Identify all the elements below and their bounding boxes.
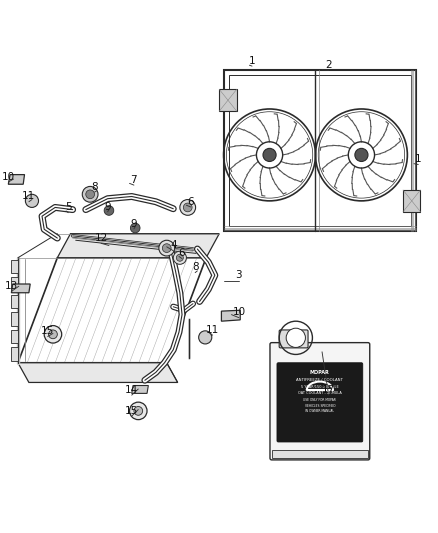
Circle shape bbox=[131, 223, 140, 233]
Circle shape bbox=[104, 206, 114, 215]
Polygon shape bbox=[222, 310, 240, 321]
Circle shape bbox=[82, 187, 98, 202]
Polygon shape bbox=[11, 284, 30, 293]
Text: 11: 11 bbox=[22, 191, 35, 201]
Circle shape bbox=[159, 240, 175, 256]
Circle shape bbox=[162, 244, 171, 253]
Text: 7: 7 bbox=[131, 175, 137, 185]
Text: 3: 3 bbox=[236, 270, 242, 280]
Polygon shape bbox=[272, 450, 368, 458]
Text: 6: 6 bbox=[179, 248, 185, 259]
Text: 1: 1 bbox=[249, 56, 255, 66]
Text: 6: 6 bbox=[187, 197, 194, 207]
Polygon shape bbox=[132, 385, 148, 393]
Circle shape bbox=[286, 328, 305, 348]
Text: ANTIFREEZE / COOLANT: ANTIFREEZE / COOLANT bbox=[297, 378, 343, 382]
Polygon shape bbox=[11, 330, 18, 343]
Circle shape bbox=[134, 407, 143, 415]
Text: 11: 11 bbox=[206, 325, 219, 335]
Circle shape bbox=[180, 199, 196, 215]
Text: 5: 5 bbox=[65, 203, 71, 213]
Polygon shape bbox=[18, 363, 178, 383]
Text: 9: 9 bbox=[104, 201, 111, 212]
Circle shape bbox=[25, 195, 39, 207]
Text: MOPAR: MOPAR bbox=[310, 370, 330, 375]
Circle shape bbox=[173, 251, 187, 264]
Text: OAT COOLANT FORMULA: OAT COOLANT FORMULA bbox=[298, 391, 342, 395]
Circle shape bbox=[263, 148, 276, 161]
Polygon shape bbox=[8, 175, 25, 184]
Text: 9: 9 bbox=[131, 219, 137, 229]
FancyBboxPatch shape bbox=[270, 343, 370, 460]
Text: 2: 2 bbox=[325, 60, 332, 70]
Text: USE ONLY FOR MOPAR: USE ONLY FOR MOPAR bbox=[304, 398, 336, 402]
Polygon shape bbox=[11, 278, 18, 290]
Text: VEHICLES SPECIFIED: VEHICLES SPECIFIED bbox=[304, 403, 335, 408]
Text: 1: 1 bbox=[415, 154, 422, 164]
Text: 5 YEAR/150,000 MILE: 5 YEAR/150,000 MILE bbox=[301, 385, 339, 389]
Circle shape bbox=[86, 190, 95, 199]
Polygon shape bbox=[57, 233, 219, 258]
FancyBboxPatch shape bbox=[277, 363, 363, 442]
Text: 13: 13 bbox=[5, 281, 18, 291]
Circle shape bbox=[184, 203, 192, 212]
Circle shape bbox=[355, 148, 368, 161]
Text: 4: 4 bbox=[170, 240, 177, 251]
FancyBboxPatch shape bbox=[279, 330, 308, 348]
Circle shape bbox=[49, 330, 57, 338]
Polygon shape bbox=[11, 295, 18, 308]
Text: 15: 15 bbox=[41, 326, 54, 336]
Polygon shape bbox=[11, 312, 18, 326]
Polygon shape bbox=[219, 90, 237, 111]
Text: 14: 14 bbox=[125, 385, 138, 395]
Text: 10: 10 bbox=[232, 308, 245, 318]
Circle shape bbox=[44, 326, 62, 343]
Circle shape bbox=[130, 402, 147, 419]
Text: 12: 12 bbox=[95, 233, 108, 243]
Text: 8: 8 bbox=[192, 262, 198, 272]
Polygon shape bbox=[403, 190, 420, 212]
Text: IN OWNER MANUAL: IN OWNER MANUAL bbox=[305, 409, 334, 413]
Text: 10: 10 bbox=[2, 172, 15, 182]
Text: 15: 15 bbox=[125, 406, 138, 416]
Text: 8: 8 bbox=[91, 182, 98, 192]
Circle shape bbox=[177, 254, 184, 261]
Polygon shape bbox=[11, 260, 18, 273]
Polygon shape bbox=[11, 348, 18, 360]
Text: 17: 17 bbox=[322, 385, 335, 395]
Circle shape bbox=[199, 331, 212, 344]
